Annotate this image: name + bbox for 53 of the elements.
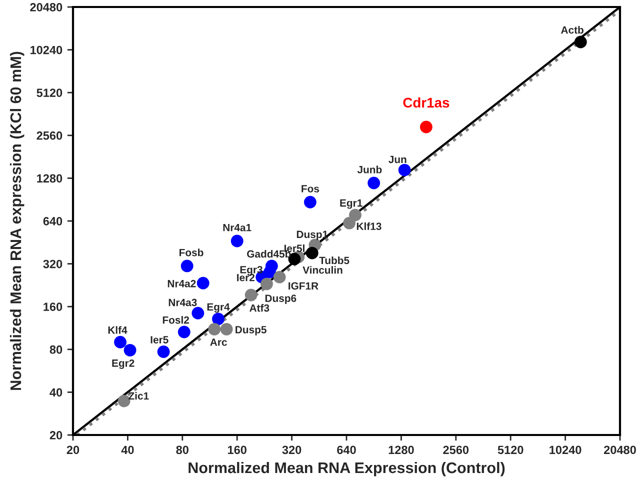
annotation: Arc bbox=[210, 338, 227, 346]
annotation: IGF1R bbox=[288, 282, 318, 290]
x-tick-label: 640 bbox=[337, 446, 356, 454]
annotation: Fosl2 bbox=[162, 316, 190, 324]
annotation: Egr2 bbox=[112, 359, 134, 369]
x-tick-label: 5120 bbox=[498, 446, 524, 454]
annotation: Nr4a2 bbox=[168, 280, 196, 288]
y-tick-label: 320 bbox=[43, 260, 62, 268]
annotation: Vinculin bbox=[302, 266, 342, 274]
annotation: Dusp1 bbox=[296, 230, 328, 240]
x-tick-label: 320 bbox=[282, 446, 302, 454]
x-tick-label: 80 bbox=[176, 446, 188, 454]
annotation: Ier5l bbox=[284, 244, 304, 252]
annotation: Actb bbox=[561, 26, 584, 34]
y-axis-title: Normalized Mean RNA expression (KCl 60 mM) bbox=[10, 52, 24, 390]
annotation: Atf3 bbox=[250, 304, 270, 312]
annotation: Tubb5 bbox=[319, 256, 350, 264]
annotation: Dusp6 bbox=[265, 294, 296, 304]
annotation: Dusp5 bbox=[236, 326, 266, 336]
annotation: Ier2 bbox=[237, 274, 255, 282]
x-tick-label: 40 bbox=[121, 446, 134, 454]
x-tick-label: 10240 bbox=[550, 446, 582, 454]
x-tick-label: 20 bbox=[66, 446, 80, 454]
y-tick-label: 160 bbox=[44, 302, 62, 311]
annotation: Nr4a3 bbox=[168, 298, 197, 306]
y-tick-label: 20 bbox=[50, 431, 62, 440]
x-tick-label: 160 bbox=[228, 446, 246, 454]
y-tick-label: 40 bbox=[50, 388, 62, 397]
annotation: Nr4a1 bbox=[223, 224, 252, 232]
x-axis-title: Normalized Mean RNA Expression (Control) bbox=[188, 462, 505, 476]
annotation: Zic1 bbox=[128, 392, 149, 400]
annotation: Gadd45b bbox=[247, 250, 291, 258]
annotation: Egr1 bbox=[340, 199, 362, 209]
x-tick-label: 20480 bbox=[604, 446, 636, 454]
annotation: Klf4 bbox=[108, 326, 128, 334]
y-tick-label: 2560 bbox=[36, 131, 62, 140]
y-tick-label: 20480 bbox=[30, 3, 62, 12]
x-tick-label: 2560 bbox=[443, 446, 469, 454]
annotation: Fosb bbox=[180, 248, 204, 256]
series-label: Cdr1as bbox=[403, 97, 450, 108]
y-tick-label: 640 bbox=[43, 217, 62, 226]
annotation: Klf13 bbox=[356, 222, 382, 230]
annotation: Junb bbox=[357, 166, 382, 174]
x-tick-label: 1280 bbox=[388, 446, 414, 454]
y-tick-label: 1280 bbox=[37, 174, 62, 183]
y-tick-label: 80 bbox=[50, 345, 62, 354]
annotation: Ier5 bbox=[150, 336, 168, 344]
y-tick-label: 5120 bbox=[36, 88, 62, 97]
y-tick-label: 10240 bbox=[30, 46, 62, 54]
annotation: Egr3 bbox=[240, 266, 262, 276]
annotation: Egr4 bbox=[207, 303, 230, 313]
annotation: Fos bbox=[302, 185, 320, 192]
annotation: Jun bbox=[388, 156, 406, 164]
